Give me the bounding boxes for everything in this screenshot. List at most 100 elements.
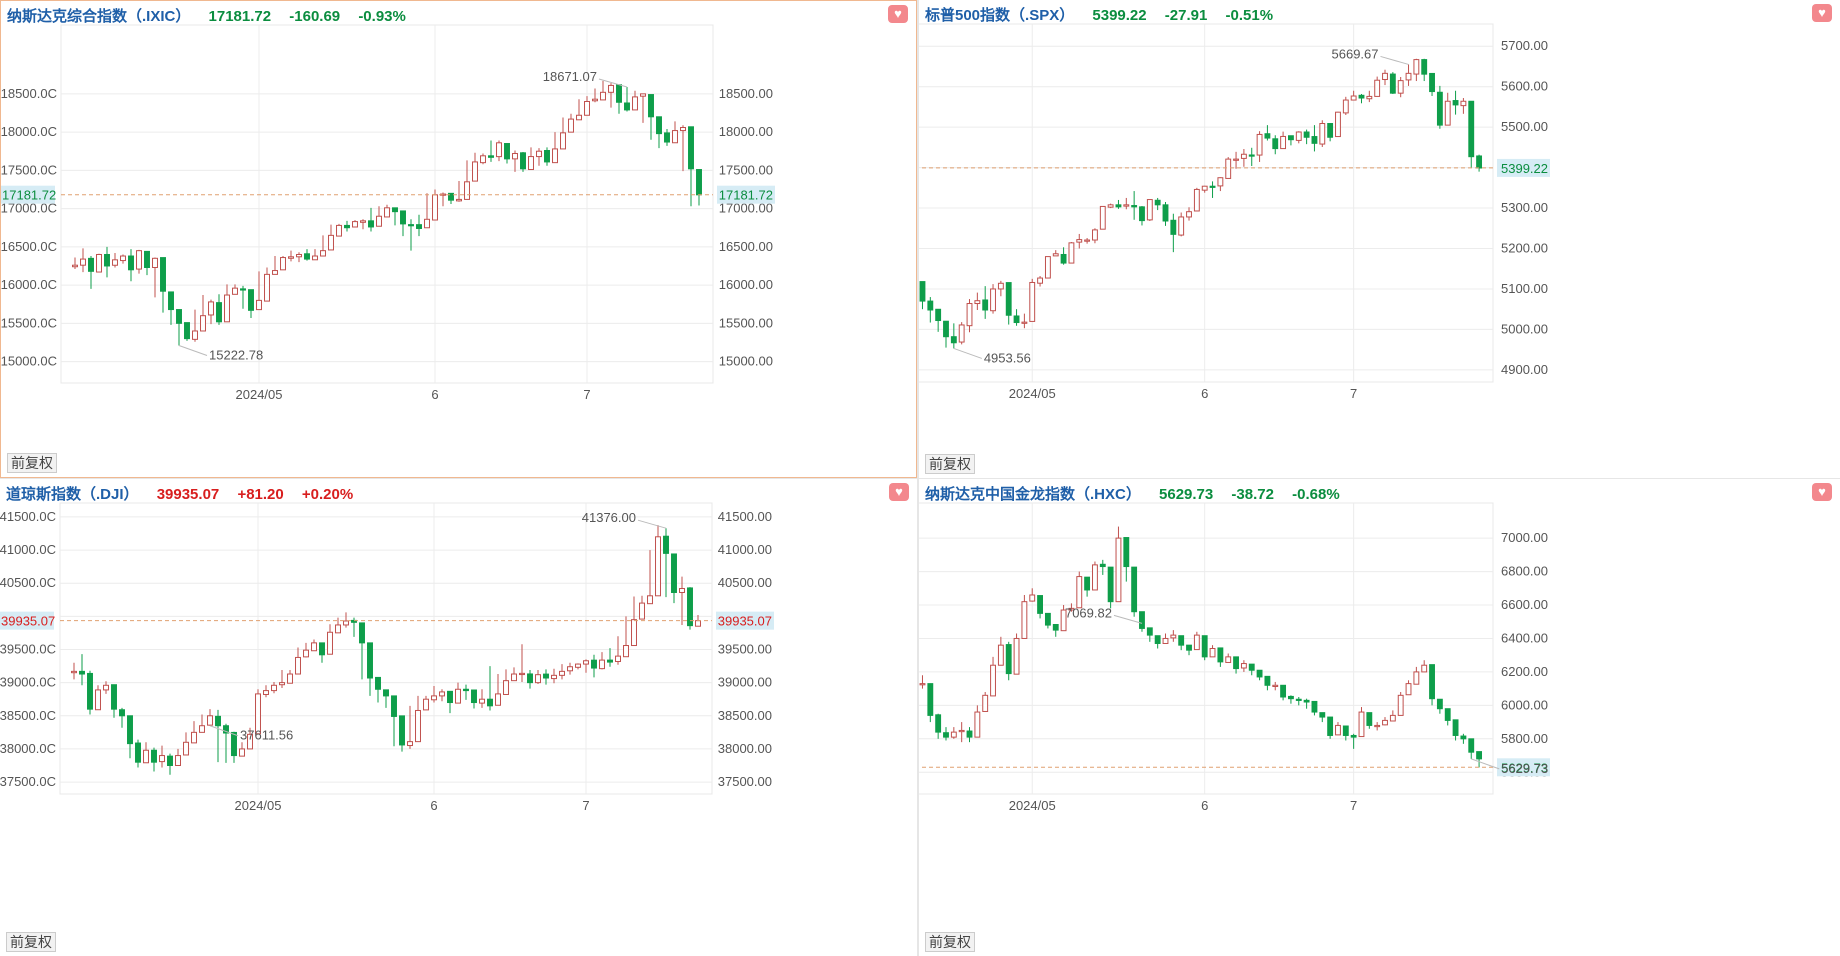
y-tick-label-right: 18500.00 [719, 86, 773, 101]
candle-body [696, 169, 702, 196]
candle-body [1476, 155, 1483, 169]
candle-body [1264, 675, 1271, 686]
candle-body [152, 257, 158, 268]
candle-body [1233, 158, 1239, 161]
candle-body [248, 289, 254, 311]
y-tick-label-left: 17500.0C [1, 162, 57, 177]
candle-body [224, 294, 230, 323]
candle-body [1021, 321, 1028, 324]
candle-body [1037, 277, 1043, 284]
heart-icon[interactable]: ♥ [889, 483, 909, 501]
candle-body [552, 148, 558, 164]
heart-icon[interactable]: ♥ [888, 5, 908, 23]
candlestick-chart[interactable]: 2024/05675600.005600.005800.005800.00600… [919, 479, 1840, 956]
candle-body [416, 224, 422, 229]
adjust-mode-button[interactable]: 前复权 [925, 932, 975, 952]
candle-body [1209, 648, 1216, 658]
candle-body [199, 725, 205, 733]
candle-body [919, 683, 926, 686]
candle-body [279, 682, 285, 686]
heart-icon[interactable]: ♥ [1812, 4, 1832, 22]
candlestick-chart[interactable]: 2024/05 6 7 37500.0C 37500.00 38000.0C 38000.0… [0, 479, 917, 956]
candle-body [631, 619, 637, 647]
index-name[interactable]: 标普500指数（.SPX） [925, 7, 1075, 24]
index-name[interactable]: 道琼斯指数（.DJI） [6, 486, 139, 503]
candle-body [256, 299, 262, 311]
candle-body [1311, 700, 1318, 713]
y-tick-label-left: 37500.0C [0, 774, 56, 789]
y-tick-label-left: 15500.0C [1, 315, 57, 330]
y-tick-label-right: 6800.00 [1501, 564, 1548, 579]
candle-body [695, 620, 701, 627]
candle-body [367, 642, 373, 679]
candle-body [1421, 59, 1428, 75]
candle-body [487, 698, 493, 707]
candle-body [272, 270, 278, 275]
adjust-mode-button[interactable]: 前复权 [925, 454, 975, 474]
y-tick-label-right: 38500.00 [718, 708, 772, 723]
y-tick-label-left: 39500.0C [0, 641, 56, 656]
candle-body [375, 676, 381, 690]
candle-body [128, 255, 134, 271]
candle-body [407, 741, 413, 747]
candle-body [1092, 229, 1098, 241]
candle-body [439, 691, 445, 697]
candle-body [1029, 594, 1036, 602]
candle-body [1288, 695, 1294, 700]
candle-body [1350, 734, 1357, 738]
candle-body [1037, 595, 1043, 614]
candle-body [1217, 177, 1224, 187]
candle-body [424, 218, 430, 229]
candle-body [319, 642, 325, 656]
candle-body [183, 741, 189, 756]
candle-body [423, 698, 429, 711]
candle-body [192, 330, 198, 340]
adjust-mode-button[interactable]: 前复权 [7, 453, 57, 473]
index-name[interactable]: 纳斯达克综合指数（.IXIC） [7, 8, 191, 25]
candle-body [280, 257, 286, 271]
candle-body [688, 126, 694, 170]
candle-body [503, 680, 509, 695]
candle-body [1382, 719, 1388, 726]
candle-body [191, 731, 197, 744]
chart-header: 标普500指数（.SPX） 5399.22 -27.91 -0.51% [925, 4, 1287, 25]
index-name[interactable]: 纳斯达克中国金龙指数（.HXC） [925, 486, 1141, 503]
candle-body [647, 595, 653, 605]
candle-body [1013, 315, 1020, 324]
candle-body [599, 659, 605, 670]
y-tick-label-left: 38500.0C [0, 708, 56, 723]
candle-body [1319, 712, 1326, 718]
candle-body [1468, 738, 1475, 753]
candle-body [935, 714, 942, 733]
chart-panel-dji: 道琼斯指数（.DJI） 39935.07 +81.20 +0.20% ♥ 202… [0, 479, 917, 956]
candlestick-chart[interactable]: 2024/05 6 7 15000.0C 15000.00 15500.0C 15500.0… [1, 1, 918, 479]
x-tick-label: 2024/05 [1009, 386, 1056, 401]
candle-body [1013, 637, 1020, 675]
y-tick-label-right: 6000.00 [1501, 697, 1548, 712]
y-tick-label-right: 5500.00 [1501, 119, 1548, 134]
candle-body [950, 336, 957, 344]
candle-body [1021, 601, 1028, 639]
heart-icon[interactable]: ♥ [1812, 483, 1832, 501]
candle-body [159, 755, 165, 763]
last-price-tag-right-bg [1497, 758, 1550, 777]
y-tick-label-left: 40500.0C [0, 575, 56, 590]
high-annotation: 41376.00 [582, 510, 636, 525]
adjust-mode-button[interactable]: 前复权 [6, 932, 56, 952]
candle-body [656, 116, 662, 135]
candle-body [479, 698, 485, 704]
candle-body [943, 320, 949, 338]
candle-body [1460, 735, 1467, 740]
candle-body [1429, 72, 1435, 93]
low-annotation-leader [209, 725, 239, 737]
candle-body [87, 672, 93, 710]
last-price-tag-right: 39935.07 [718, 614, 772, 629]
candle-body [1201, 185, 1208, 191]
y-tick-label-right: 16500.00 [719, 239, 773, 254]
candlestick-chart[interactable]: 2024/05674900.004900.005000.005000.00510… [919, 0, 1840, 478]
candle-body [135, 742, 141, 763]
high-annotation-leader [598, 78, 628, 88]
candle-body [247, 733, 253, 750]
last-price-tag-right-bg [1497, 158, 1550, 177]
chart-header: 纳斯达克中国金龙指数（.HXC） 5629.73 -38.72 -0.68% [925, 483, 1354, 504]
